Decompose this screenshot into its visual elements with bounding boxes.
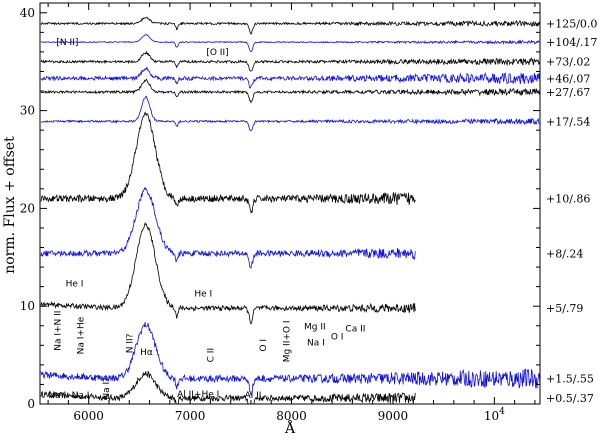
x-tick-label: 7000 [175, 409, 206, 423]
line-id-label: Al II [245, 391, 262, 401]
spectrum-line [40, 16, 540, 35]
line-id-label: O I [331, 332, 344, 342]
line-id-label: He I [194, 289, 212, 299]
line-id-label: Hα [140, 348, 153, 358]
spectrum-line [40, 66, 540, 89]
spectrum-line [40, 111, 416, 214]
line-id-label: O I [259, 339, 269, 352]
line-id-label: Na I+He [77, 316, 87, 354]
y-axis-label: norm. Flux + offset [2, 136, 18, 274]
x-tick-label: 8000 [276, 409, 307, 423]
epoch-label: +125/0.0 [546, 18, 597, 31]
line-id-label: Mg II [304, 323, 326, 333]
line-id-label: He I [66, 280, 84, 290]
epoch-label: +5/.79 [546, 302, 583, 315]
plot-frame [39, 2, 541, 405]
x-tick-label: 6000 [73, 409, 104, 423]
line-id-label: Na I? [102, 377, 112, 400]
y-tick-label: 20 [20, 201, 35, 215]
epoch-label: +1.5/.55 [546, 373, 594, 386]
y-tick-label: 0 [27, 397, 35, 411]
epoch-label: +46/.07 [546, 72, 590, 85]
line-id-label: [O II] [206, 48, 228, 58]
x-tick-label: 9000 [378, 409, 409, 423]
epoch-label: +104/.17 [546, 36, 597, 49]
spectrum-line [40, 78, 540, 104]
y-tick-label: 30 [20, 104, 35, 118]
epoch-label: +8/.24 [546, 247, 583, 260]
line-id-label: Ca II [345, 325, 365, 335]
line-id-label: Na I [72, 391, 90, 401]
epoch-label: +17/.54 [546, 115, 590, 128]
line-id-label: [N II] [56, 38, 78, 48]
spectrum-line [40, 50, 540, 72]
line-id-label: Mg II+O I [282, 321, 292, 363]
line-id-label: Al II+He I [177, 390, 219, 400]
series-layer [40, 16, 540, 404]
spectrum-line [40, 95, 540, 132]
spectrum-line [40, 370, 416, 404]
line-id-label: Na I+N II [53, 311, 63, 351]
epoch-label: +10/.86 [546, 193, 590, 206]
line-id-label: C II [206, 348, 216, 362]
x-tick-label: 104 [484, 407, 505, 423]
line-id-label: Na I [48, 391, 66, 401]
series-labels: +0.5/.37 +1.5/.55 +5/.79 +8/.24 +10/.86 +17/.… [546, 18, 597, 406]
y-tick-label: 40 [20, 6, 35, 20]
x-axis-label: Å [284, 419, 296, 437]
spectrum-line [40, 187, 416, 269]
spectrum-line [40, 33, 540, 53]
line-annotations: [N II] [O II] He I He I Na I+N II Na I+He N II… [48, 38, 365, 401]
line-id-label: Na I [307, 338, 325, 348]
line-id-label: N II? [125, 333, 135, 353]
spectrum-line [40, 221, 416, 325]
epoch-label: +0.5/.37 [546, 392, 594, 405]
epoch-label: +27/.67 [546, 86, 590, 99]
y-tick-label: 10 [20, 299, 35, 313]
spectrum-line [40, 321, 540, 396]
epoch-label: +73/.02 [546, 56, 590, 69]
axis-ticks: 6000 7000 8000 9000 104 0 10 20 30 40 [20, 3, 540, 423]
